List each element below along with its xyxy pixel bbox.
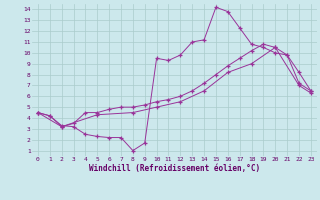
X-axis label: Windchill (Refroidissement éolien,°C): Windchill (Refroidissement éolien,°C)	[89, 164, 260, 173]
